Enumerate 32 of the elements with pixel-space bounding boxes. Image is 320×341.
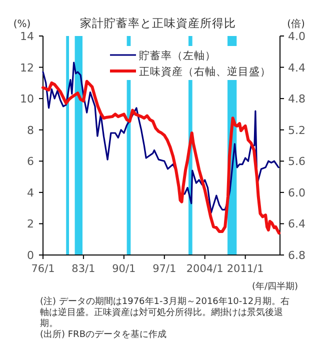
y-tick-label: 2	[27, 218, 34, 231]
y2-tick-label: 4.8	[288, 92, 306, 106]
y-tick-label: 12	[20, 61, 34, 74]
y-tick-label: 6	[27, 155, 34, 168]
y-tick-label: 14	[20, 30, 34, 43]
y-tick-label: 8	[27, 124, 34, 137]
y2-tick-label: 4.4	[288, 61, 306, 74]
y2-axis-title: (倍)	[287, 18, 305, 30]
chart-title: 家計貯蓄率と正味資産所得比	[80, 16, 236, 30]
line-series	[42, 62, 280, 214]
y2-tick-label: 6.4	[288, 218, 306, 231]
y2-tick-label: 6.8	[288, 249, 306, 262]
y2-tick-label: 6.0	[288, 186, 306, 200]
x-tick-label: 76/1	[31, 263, 55, 275]
y2-tick-label: 4.0	[288, 30, 306, 43]
y-tick-label: 4	[27, 186, 34, 200]
legend-label: 正味資産（右軸、逆目盛）	[139, 65, 271, 78]
x-tick-label: 2011/1	[226, 263, 264, 275]
y2-tick-label: 5.2	[288, 124, 306, 137]
legend-label: 貯蓄率（左軸）	[139, 49, 216, 62]
y-axis-title: (%)	[13, 19, 31, 30]
y-tick-label: 10	[20, 92, 34, 106]
line-series	[42, 80, 281, 235]
text: (出所) FRBのデータを基に作成	[40, 330, 168, 341]
text: (注) データの期間は1976年1-3月期～2016年10-12月期。右軸は逆目盛。正味資産は対可処分所得比。網掛けは景気後退期。	[40, 297, 291, 330]
x-tick-label: 83/1	[72, 263, 96, 275]
x-tick-label: 2004/1	[186, 263, 224, 275]
y-tick-label: 0	[27, 249, 34, 262]
x-tick-label: 90/1	[112, 263, 136, 275]
x-tick-label: 97/1	[152, 263, 176, 275]
y2-tick-label: 5.6	[288, 155, 306, 168]
x-axis-title: (年/四半期)	[252, 281, 298, 292]
